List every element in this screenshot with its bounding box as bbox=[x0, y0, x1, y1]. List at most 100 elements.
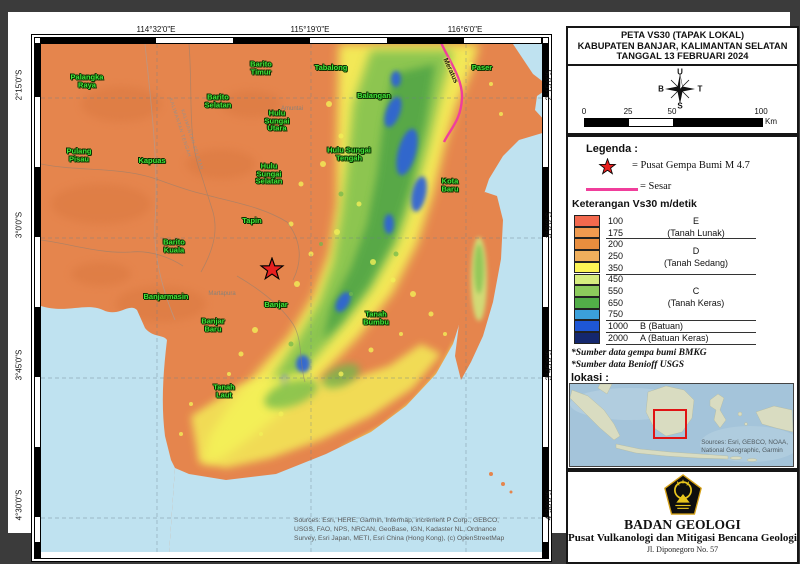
legend-separator bbox=[606, 343, 756, 345]
vs30-class-name: (Tanah Lunak) bbox=[667, 227, 725, 238]
latitude-label: 3°0'0"S bbox=[544, 211, 554, 239]
attribution-line: Survey, Esri Japan, METI, Esri China (Ho… bbox=[294, 535, 505, 542]
latitude-label: 2°15'0"S bbox=[544, 69, 554, 101]
compass-rose-icon bbox=[665, 73, 695, 104]
vs30-swatch bbox=[574, 226, 600, 239]
map-title-line: KABUPATEN BANJAR, KALIMANTAN SELATAN bbox=[577, 40, 788, 51]
legend-fault-line-swatch bbox=[586, 188, 638, 191]
vs30-value: 1000 bbox=[608, 321, 629, 332]
vs30-swatch bbox=[574, 320, 600, 332]
vs30-legend-heading: Keterangan Vs30 m/detik bbox=[572, 198, 697, 210]
attribution-line: Sources: Esri, HERE, Garmin, Intermap, i… bbox=[294, 517, 500, 524]
agency-address: Jl. Diponegoro No. 57 bbox=[646, 545, 719, 554]
vs30-class-code: C bbox=[692, 286, 700, 297]
vs30-swatch bbox=[574, 250, 600, 262]
vs30-value: 100 bbox=[608, 215, 624, 226]
legend-heading: Legenda : bbox=[586, 143, 638, 155]
region-label: Barito Kuala bbox=[163, 237, 185, 254]
scale-bar bbox=[584, 118, 763, 127]
map-title-box: PETA VS30 (TAPAK LOKAL) KABUPATEN BANJAR… bbox=[566, 26, 799, 66]
agency-name: BADAN GEOLOGI bbox=[624, 517, 741, 532]
source-note: *Sumber data Benioff USGS bbox=[571, 360, 685, 370]
compass-north-label: U bbox=[677, 67, 683, 77]
frame-tick-bar-right bbox=[542, 43, 548, 558]
vs30-swatch bbox=[574, 308, 600, 321]
vs30-class-name: (Tanah Keras) bbox=[667, 297, 725, 308]
location-inset-map: Sources: Esri, GEBCO, NOAA, National Geog… bbox=[569, 383, 794, 467]
region-label: Banjar bbox=[264, 300, 288, 310]
legend-box: Legenda : = Pusat Gempa Bumi M 4.7 = Ses… bbox=[566, 135, 799, 470]
region-label: Palangka Raya bbox=[70, 72, 104, 89]
vs30-value: 350 bbox=[608, 262, 624, 273]
vs30-class-code: D bbox=[692, 246, 700, 257]
vs30-swatch bbox=[574, 285, 600, 297]
vs30-value: 650 bbox=[608, 297, 624, 308]
vs30-swatch bbox=[574, 238, 600, 251]
agency-box: BADAN GEOLOGI Pusat Vulkanologi dan Miti… bbox=[566, 470, 799, 564]
attribution-line: National Geographic, Garmin bbox=[701, 447, 783, 454]
latitude-label: 2°15'0"S bbox=[14, 69, 24, 101]
vs30-value: 750 bbox=[608, 309, 624, 320]
vs30-swatch bbox=[574, 332, 600, 344]
legend-separator bbox=[606, 320, 756, 322]
region-label: Barito Timur bbox=[250, 59, 272, 76]
city-label: Martapura bbox=[208, 291, 236, 298]
scale-tick-label: 0 bbox=[581, 107, 587, 116]
region-label: Pulang Pisau bbox=[66, 146, 92, 163]
vs30-value: 200 bbox=[608, 239, 624, 250]
region-label: Hulu Sungai Tengah bbox=[327, 145, 371, 162]
legend-fault-label: = Sesar bbox=[640, 181, 672, 192]
vs30-class-label: A (Batuan Keras) bbox=[640, 332, 709, 343]
region-label: Tapin bbox=[242, 216, 262, 226]
map-sheet: Palangka Raya Pulang Pisau Kapuas Barito Timur… bbox=[8, 12, 799, 564]
badan-geologi-logo-icon bbox=[663, 474, 702, 515]
longitude-label: 115°19'0"E bbox=[290, 25, 330, 34]
latitude-label: 3°0'0"S bbox=[14, 211, 24, 239]
region-label: Tanah Bumbu bbox=[363, 309, 389, 326]
vs30-swatch bbox=[574, 215, 600, 227]
latitude-label: 4°30'0"S bbox=[14, 489, 24, 521]
source-note: *Sumber data gempa bumi BMKG bbox=[571, 348, 707, 358]
compass-scale-box: U B T S 0 25 50 100 Km bbox=[566, 64, 799, 135]
scale-tick-label: 100 bbox=[754, 107, 768, 116]
frame-tick-bar-top bbox=[40, 38, 543, 44]
map-sheet-page: { "colors":{ "land_orange":"#E5854D","se… bbox=[8, 12, 799, 564]
scale-unit-label: Km bbox=[765, 117, 777, 126]
latitude-label: 3°45'0"S bbox=[14, 349, 24, 381]
vs30-value: 175 bbox=[608, 227, 624, 238]
vs30-swatch bbox=[574, 296, 600, 309]
vs30-swatch bbox=[574, 273, 600, 286]
region-label: Hulu Sungai Utara bbox=[264, 108, 290, 133]
compass-south-label: S bbox=[677, 101, 683, 111]
region-label: Hulu Sungai Selatan bbox=[255, 161, 283, 186]
region-label: Barito Selatan bbox=[204, 92, 232, 109]
region-label: Kota Baru bbox=[441, 176, 459, 193]
region-label: Balangan bbox=[357, 91, 391, 101]
region-label: Tabalong bbox=[314, 63, 348, 73]
scale-tick-label: 50 bbox=[667, 107, 677, 116]
vs30-value: 450 bbox=[608, 274, 624, 285]
inset-attribution: Sources: Esri, GEBCO, NOAA, National Geog… bbox=[701, 439, 788, 455]
indonesia-inset-artwork bbox=[570, 384, 793, 466]
attribution-line: USGS, FAO, NPS, NRCAN, GeoBase, IGN, Kad… bbox=[294, 526, 497, 533]
lokasi-heading: lokasi : bbox=[571, 372, 609, 384]
compass-west-label: B bbox=[658, 84, 664, 94]
map-attribution: Sources: Esri, HERE, Garmin, Intermap, i… bbox=[294, 516, 504, 543]
region-label: Banjar Baru bbox=[201, 316, 225, 333]
legend-separator bbox=[606, 332, 756, 333]
scale-tick-label: 25 bbox=[623, 107, 633, 116]
legend-separator bbox=[606, 238, 756, 240]
vs30-value: 250 bbox=[608, 250, 624, 261]
vs30-class-code: E bbox=[692, 215, 700, 226]
agency-division: Pusat Vulkanologi dan Mitigasi Bencana G… bbox=[568, 532, 797, 544]
vs30-map-canvas: Palangka Raya Pulang Pisau Kapuas Barito Timur… bbox=[41, 44, 542, 552]
vs30-class-label: B (Batuan) bbox=[640, 321, 684, 332]
fault-line bbox=[440, 44, 464, 143]
latitude-label: 4°30'0"S bbox=[544, 489, 554, 521]
city-label: Amuntai bbox=[280, 106, 304, 113]
legend-epicenter-label: = Pusat Gempa Bumi M 4.7 bbox=[632, 160, 750, 171]
vs30-class-name: (Tanah Sedang) bbox=[663, 257, 729, 268]
frame-tick-bar-left bbox=[35, 43, 41, 558]
longitude-label: 116°6'0"E bbox=[447, 25, 483, 34]
latitude-label: 3°45'0"S bbox=[544, 349, 554, 381]
